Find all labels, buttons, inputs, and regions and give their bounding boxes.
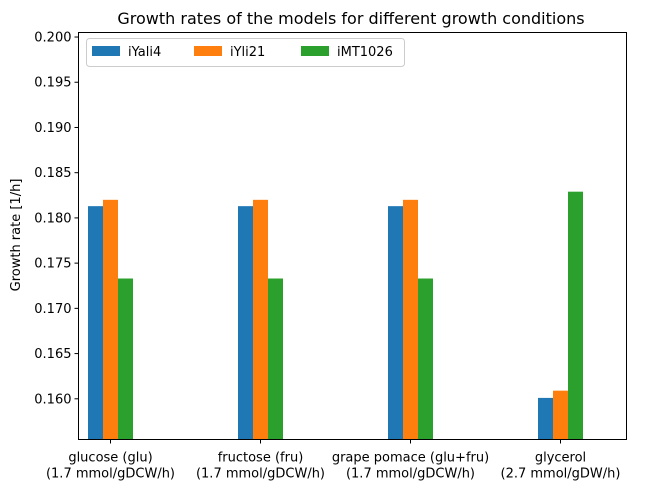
x-tick-label: (1.7 mmol/gDCW/h) — [196, 467, 325, 482]
y-axis-ticks: 0.160 0.165 0.170 0.175 0.180 0.185 0.190 0.195… — [34, 31, 79, 407]
bar-iyali4-0 — [88, 206, 103, 440]
legend-label: iMT1026 — [337, 45, 393, 60]
y-tick-label: 0.200 — [34, 31, 71, 46]
y-tick-label: 0.170 — [34, 302, 71, 317]
legend-box — [86, 38, 405, 67]
x-tick-label: grape pomace (glu+fru) — [332, 451, 489, 466]
legend-label: iYli21 — [230, 45, 265, 60]
y-tick-label: 0.175 — [34, 257, 71, 272]
legend-label: iYali4 — [128, 45, 161, 60]
bar-imt1026-2 — [418, 278, 433, 440]
y-tick-label: 0.195 — [34, 76, 71, 91]
legend-swatch — [301, 46, 329, 56]
legend: iYali4 iYli21 iMT1026 — [86, 38, 405, 67]
bars-layer — [88, 191, 583, 440]
bar-iyli21-1 — [253, 199, 268, 440]
bar-imt1026-0 — [118, 278, 133, 440]
bar-imt1026-3 — [568, 191, 583, 440]
bar-iyali4-2 — [388, 206, 403, 440]
y-tick-label: 0.165 — [34, 347, 71, 362]
x-tick-label: glucose (glu) — [68, 451, 152, 466]
x-tick-label: glycerol — [535, 451, 586, 466]
x-tick-label: (1.7 mmol/gDCW/h) — [346, 467, 475, 482]
legend-swatch — [92, 46, 120, 56]
legend-swatch — [194, 46, 222, 56]
bar-iyli21-2 — [403, 199, 418, 440]
bar-iyali4-3 — [538, 397, 553, 440]
plot-frame — [78, 32, 627, 440]
y-tick-label: 0.190 — [34, 121, 71, 136]
x-axis-ticks: glucose (glu)(1.7 mmol/gDCW/h)fructose (… — [46, 439, 621, 482]
x-tick-label: (1.7 mmol/gDCW/h) — [46, 467, 175, 482]
y-axis-label: Growth rate [1/h] — [9, 179, 24, 292]
bar-imt1026-1 — [268, 278, 283, 440]
chart-title: Growth rates of the models for different… — [117, 9, 584, 28]
x-tick-label: (2.7 mmol/gDW/h) — [501, 467, 621, 482]
y-tick-label: 0.185 — [34, 166, 71, 181]
bar-iyli21-0 — [103, 199, 118, 440]
x-tick-label: fructose (fru) — [218, 451, 304, 466]
y-tick-label: 0.160 — [34, 392, 71, 407]
bar-iyli21-3 — [553, 390, 568, 440]
bar-iyali4-1 — [238, 206, 253, 440]
y-tick-label: 0.180 — [34, 211, 71, 226]
